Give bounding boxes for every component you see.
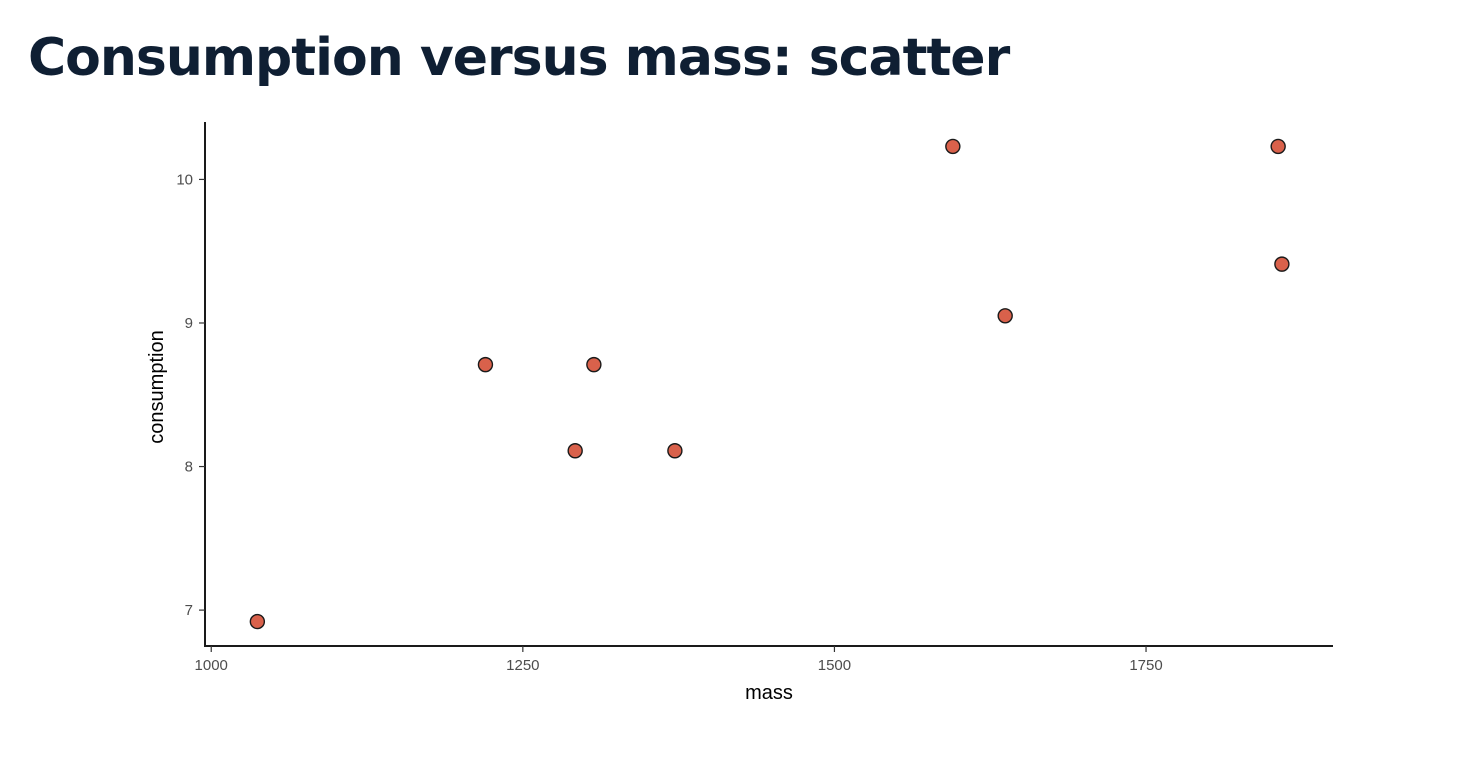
y-tick-label: 7: [185, 602, 193, 619]
data-point: [1270, 138, 1286, 155]
data-point: [567, 443, 583, 459]
y-tick-label: 9: [185, 315, 193, 332]
y-tick-label: 8: [185, 459, 193, 476]
data-point: [997, 308, 1013, 324]
y-axis-ticks: 7 8 9 10: [176, 171, 205, 619]
data-point: [945, 138, 961, 155]
x-axis-title: mass: [745, 682, 793, 704]
x-tick-label: 1750: [1129, 657, 1162, 674]
data-point: [249, 613, 266, 630]
data-point: [586, 356, 602, 373]
page-title: Consumption versus mass: scatter: [28, 28, 1010, 88]
x-axis-ticks: 1000 1250 1500 1750: [195, 646, 1163, 674]
x-tick-label: 1250: [506, 657, 539, 674]
data-point: [477, 356, 494, 373]
y-tick-label: 10: [176, 171, 193, 188]
axes: [204, 122, 1333, 647]
data-point: [667, 443, 683, 459]
x-tick-label: 1000: [195, 657, 228, 674]
y-axis-title: consumption: [146, 330, 168, 443]
x-tick-label: 1500: [818, 657, 851, 674]
data-points: [249, 138, 1290, 630]
data-point: [1274, 256, 1290, 272]
